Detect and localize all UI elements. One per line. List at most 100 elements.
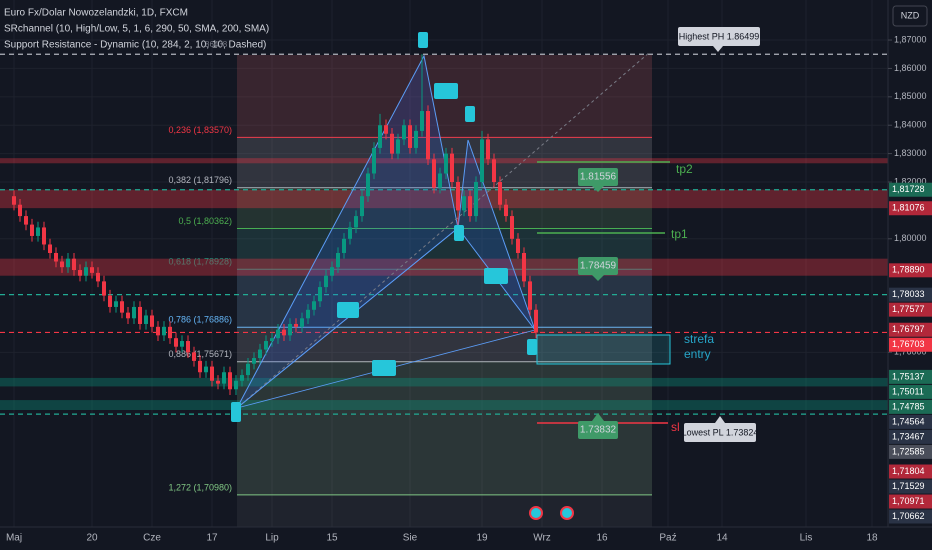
candle-body <box>96 272 100 282</box>
price-tag-label: 1,73467 <box>892 431 925 441</box>
candle-body <box>72 258 76 271</box>
price-tag <box>889 494 932 509</box>
candle-body <box>348 227 352 239</box>
signal-dot <box>560 506 574 520</box>
price-tag-label: 1,81728 <box>892 184 925 194</box>
candle-body <box>396 139 400 154</box>
candle-body <box>504 204 508 217</box>
signal-dot <box>529 506 543 520</box>
price-tag <box>889 369 932 384</box>
candle-body <box>30 224 34 236</box>
x-tick-label: Cze <box>143 533 161 544</box>
x-tick-label: 18 <box>866 533 878 544</box>
candle-body <box>252 358 256 364</box>
candle-body <box>246 363 250 376</box>
x-tick-label: Sie <box>403 533 418 544</box>
price-tag-label: 1,74564 <box>892 416 925 426</box>
bubble: 1.81556 <box>578 168 618 192</box>
x-tick-label: Lis <box>800 533 813 544</box>
candle-body <box>318 287 322 302</box>
candle-body <box>300 318 304 327</box>
zone-label: entry <box>684 347 711 361</box>
price-tag-label: 1,75011 <box>892 386 924 396</box>
candle-body <box>48 244 52 253</box>
candle-body <box>174 338 178 347</box>
tag-box <box>678 27 760 46</box>
currency[interactable]: NZD <box>901 10 920 20</box>
candle-body <box>18 204 22 217</box>
candle-body <box>438 173 442 188</box>
bubble-text: 1.81556 <box>580 172 617 183</box>
candle-body <box>114 301 118 307</box>
marker <box>231 402 241 422</box>
fib-label: 0,5 (1,80362) <box>178 216 232 226</box>
price-tag-label: 1,75137 <box>892 371 925 381</box>
tag-arrow <box>715 416 725 423</box>
indicator-legend: Support Resistance - Dynamic (10, 284, 2… <box>4 40 266 51</box>
candle-body <box>408 125 412 148</box>
fib-box <box>237 55 652 527</box>
candle-body <box>420 111 424 131</box>
tp1-label: tp1 <box>671 227 688 241</box>
price-tag <box>889 287 932 302</box>
candle-body <box>156 326 160 336</box>
price-tag <box>889 429 932 444</box>
candle-body <box>192 352 196 361</box>
candle-body <box>66 258 70 268</box>
candle-body <box>12 196 16 205</box>
y-tick-label: 1,86000 <box>894 63 927 73</box>
candle-body <box>180 341 184 347</box>
price-tag-label: 1,70662 <box>892 511 925 521</box>
candle-body <box>378 125 382 148</box>
candle-body <box>108 295 112 307</box>
y-tick-label: 1,80000 <box>894 233 927 243</box>
price-tag <box>889 182 932 197</box>
candle-body <box>270 338 274 342</box>
bubble-arrow <box>592 275 604 281</box>
candle-body <box>228 372 232 390</box>
candle-body <box>168 326 172 339</box>
candle-body <box>354 216 358 228</box>
marker <box>465 106 475 122</box>
candle-body <box>222 372 226 384</box>
candle-body <box>480 139 484 183</box>
x-tick-label: 14 <box>716 533 728 544</box>
bubble-text: 1.78459 <box>580 261 617 272</box>
sr-zone <box>0 189 888 209</box>
candle-body <box>342 238 346 253</box>
indicator-legend: SRchannel (10, High/Low, 5, 1, 6, 290, 5… <box>4 24 269 35</box>
candle-body <box>522 252 526 282</box>
marker <box>454 225 464 241</box>
candle-body <box>210 366 214 381</box>
fib-label: 1,272 (1,70980) <box>168 482 232 492</box>
candle-body <box>402 125 406 140</box>
price-tag-label: 1,72585 <box>892 446 925 456</box>
fib-label: 0,786 (1,76886) <box>168 315 232 325</box>
lowest-tag: Lowest PL 1.73824 <box>682 416 759 442</box>
price-tag-label: 1,81076 <box>892 203 925 213</box>
candle-body <box>336 252 340 268</box>
tag-text: Lowest PL 1.73824 <box>682 427 759 437</box>
currency-box[interactable] <box>892 5 928 27</box>
fib-label: 0,618 (1,78928) <box>168 257 232 267</box>
sl-label: sl <box>671 420 680 434</box>
marker <box>527 339 537 355</box>
marker <box>484 268 508 284</box>
price-tag-label: 1,78033 <box>892 289 925 299</box>
candle-body <box>186 341 190 353</box>
candle-body <box>432 159 436 188</box>
pattern-markers <box>231 32 537 422</box>
sr-zone <box>0 377 888 387</box>
fib-band <box>237 187 652 229</box>
candle-body <box>276 329 280 339</box>
bubble-arrow <box>592 413 604 421</box>
candle-body <box>150 315 154 327</box>
axis-layer: 1,87000 1,86000 1,85000 1,84000 1,83000 1,820… <box>6 34 932 544</box>
candle-body <box>144 315 148 324</box>
price-tag-label: 1,76703 <box>892 339 925 349</box>
highest-tag: Highest PH 1.86499 <box>678 27 760 52</box>
bubble-box <box>578 257 618 275</box>
